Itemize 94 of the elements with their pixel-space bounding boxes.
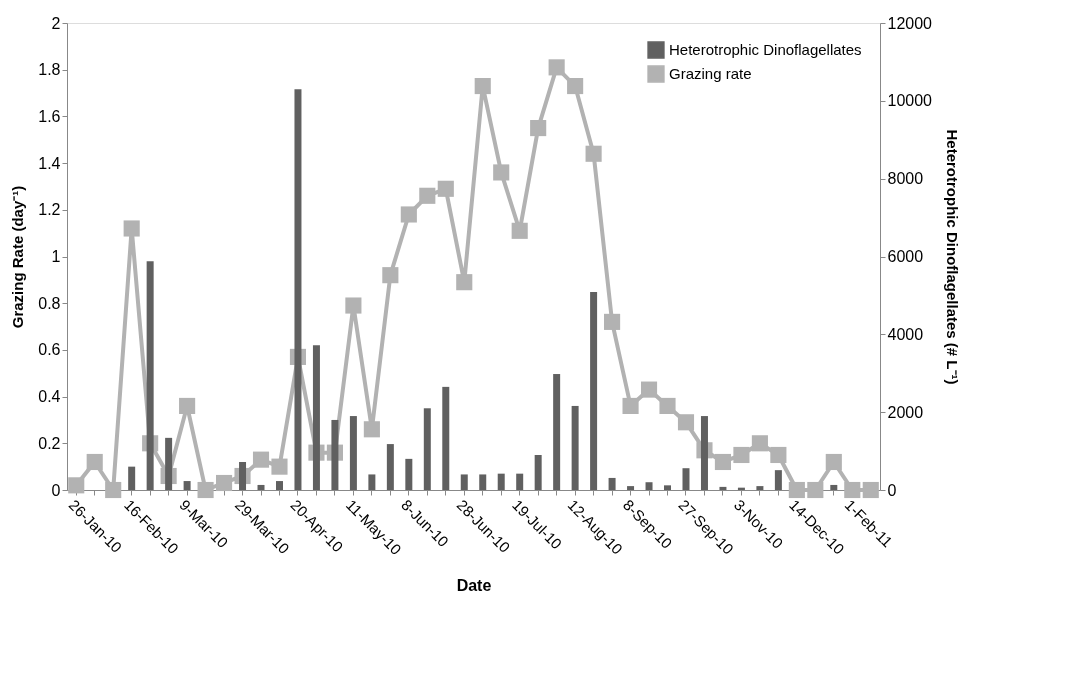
point [530,120,547,137]
point [788,481,805,499]
y-tick-label: 1 [51,248,61,265]
point [363,421,380,438]
point [770,446,787,464]
y-axis-title: Grazing Rate (day⁻¹) [9,185,27,329]
bar [497,473,505,490]
bar [682,468,690,490]
point [622,397,639,414]
bar [146,261,154,490]
y-tick-label: 1.2 [38,201,61,219]
bar [830,484,838,490]
point [567,77,584,95]
bar [700,416,708,490]
y2-tick-label: 6000 [887,248,924,265]
bar [571,405,579,490]
y-tick-label: 0.4 [38,388,61,406]
point [179,397,196,414]
bar [442,386,450,490]
bar [460,474,468,490]
point [714,453,732,471]
bar [275,481,283,490]
point [640,381,658,398]
point [677,414,695,431]
bar [368,474,376,490]
y-tick-label: 1.6 [38,107,61,125]
y2-tick-label: 0 [887,481,897,499]
bar [312,345,320,490]
legend-label: Grazing rate [669,65,752,82]
bar [479,474,487,490]
bar [331,419,339,490]
bar [405,458,413,490]
point [400,206,417,223]
point [825,453,842,471]
bar [165,437,173,490]
y2-tick-label: 12000 [887,14,933,32]
bar [239,461,247,490]
y-tick-label: 2 [51,14,61,32]
point [86,453,103,471]
point [751,435,768,452]
point [493,164,510,181]
y2-tick-label: 10000 [887,92,933,110]
bar [608,477,616,490]
point [419,187,436,204]
y-tick-label: 0.6 [38,341,61,359]
y2-tick-label: 8000 [887,170,924,188]
point [474,77,491,95]
bar [774,470,782,490]
point [585,145,602,162]
point [733,446,750,464]
bar [756,486,764,490]
legend-label: Heterotrophic Dinoflagellates [669,41,862,58]
bar [590,291,598,490]
point [807,481,824,499]
y2-axis-title: Heterotrophic Dinoflagellates (# L⁻¹) [943,129,961,385]
y2-tick-label: 2000 [887,403,924,421]
bar [719,486,727,490]
point [105,481,122,499]
bar [553,374,561,490]
bar [294,89,302,490]
point [215,474,233,492]
bar [183,481,191,490]
bar [627,486,635,490]
point [252,451,270,468]
y2-tick-label: 4000 [887,325,924,343]
bar [128,466,136,490]
point [548,59,565,76]
point [345,297,362,314]
point [382,267,399,284]
bar [534,454,542,490]
point [68,477,85,494]
point [844,481,861,499]
bar [349,416,357,490]
y-tick-label: 0.2 [38,434,61,452]
y-tick-label: 1.8 [38,61,61,79]
point [862,481,879,499]
bar [516,473,524,490]
y-tick-label: 0 [51,481,61,499]
point [511,222,528,239]
bar [664,485,672,490]
point [437,180,454,197]
y-tick-label: 1.4 [38,154,61,172]
y-tick-label: 0.8 [38,294,61,312]
point [123,220,140,237]
point [659,397,676,414]
x-axis-title: Date [456,577,492,595]
point [271,458,288,475]
point [604,313,621,330]
bar [423,408,431,490]
bar [386,444,394,490]
point [456,274,473,291]
bar [257,484,265,490]
point [197,481,214,499]
bar [645,482,653,490]
